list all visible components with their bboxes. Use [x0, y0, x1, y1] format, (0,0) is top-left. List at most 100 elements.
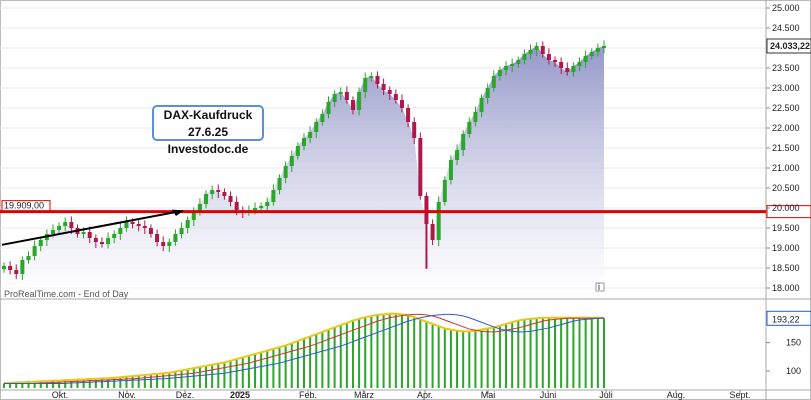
candle-up — [308, 132, 313, 138]
volume-slow-line — [4, 313, 604, 384]
candle-up — [173, 234, 178, 242]
candle-up — [516, 60, 521, 64]
y-tick-label: 21.500 — [772, 143, 800, 153]
candle-down — [406, 108, 411, 122]
candle-up — [510, 64, 515, 66]
candle-down — [99, 242, 104, 244]
candle-up — [124, 222, 129, 228]
candle-up — [277, 178, 282, 190]
support-label-box — [1, 200, 51, 212]
trend-arrow-head — [172, 209, 184, 216]
candle-up — [442, 180, 447, 202]
candle-up — [265, 202, 270, 206]
info-icon-glyph: i — [598, 282, 600, 292]
candle-down — [69, 222, 74, 228]
candle-down — [344, 92, 349, 100]
support-label: 19.909,00 — [4, 201, 44, 211]
candle-down — [559, 62, 564, 68]
month-label: Feb. — [299, 390, 317, 400]
candle-up — [2, 266, 6, 270]
candle-down — [418, 138, 423, 196]
candle-up — [534, 46, 539, 50]
candle-up — [253, 208, 258, 210]
candle-up — [583, 56, 588, 62]
volume-mid-line — [4, 313, 604, 384]
annotation-line-1: DAX-Kaufdruck 27.6.25 — [163, 108, 253, 139]
candle-up — [485, 88, 490, 98]
watermark-label: ProRealTime.com - End of Day — [4, 289, 129, 299]
price-area — [4, 46, 604, 292]
candle-down — [14, 270, 19, 274]
candle-down — [375, 76, 380, 84]
y-tick-label: 18.000 — [772, 283, 800, 293]
candle-up — [32, 246, 37, 256]
candle-down — [8, 266, 13, 270]
candle-up — [522, 54, 527, 60]
volume-fast-line — [4, 312, 604, 384]
y-tick-label: 23.500 — [772, 63, 800, 73]
month-axis: Okt. Nov. Dez. 2025 Feb. März Apr. Mai Juni Juli A… — [52, 390, 751, 400]
candle-up — [81, 232, 86, 234]
candle-down — [216, 190, 221, 192]
candle-down — [228, 196, 233, 202]
y-tick-label: 19.500 — [772, 223, 800, 233]
month-label: Mai — [481, 390, 496, 400]
candle-up — [191, 212, 196, 220]
month-label: Sept. — [729, 390, 750, 400]
candle-down — [93, 238, 98, 242]
candle-up — [577, 62, 582, 66]
last-price-label: 24.033,22 — [770, 41, 810, 51]
annotation-box: DAX-Kaufdruck 27.6.25 Investodoc.de — [152, 105, 264, 156]
candle-up — [112, 234, 117, 238]
volume-label-box — [766, 310, 811, 326]
month-label: Aug. — [667, 390, 686, 400]
candle-up — [289, 156, 294, 166]
month-label: Dez. — [176, 390, 195, 400]
candle-up — [106, 238, 111, 244]
candle-down — [399, 100, 404, 108]
month-label: Apr. — [417, 390, 433, 400]
candle-down — [381, 84, 386, 90]
candle-up — [436, 202, 441, 240]
candle-down — [222, 192, 227, 196]
candle-down — [430, 224, 435, 240]
candle-up — [295, 146, 300, 156]
candle-up — [473, 112, 478, 122]
y-tick-label: 21.000 — [772, 163, 800, 173]
y-tick-label: 19.000 — [772, 243, 800, 253]
candle-up — [271, 190, 276, 202]
candle-up — [20, 260, 25, 274]
candle-down — [142, 226, 147, 228]
candle-down — [546, 54, 551, 60]
candle-up — [283, 166, 288, 178]
candle-up — [197, 204, 202, 212]
y-tick-label: 20.000 — [772, 203, 800, 213]
candle-down — [136, 224, 141, 226]
candle-up — [571, 66, 576, 72]
candle-down — [87, 232, 92, 238]
candle-up — [479, 98, 484, 112]
month-label: März — [354, 390, 374, 400]
last-price-box — [766, 38, 811, 54]
candle-up — [179, 228, 184, 234]
y-tick-label: 23.000 — [772, 83, 800, 93]
price-area-fill — [4, 46, 604, 292]
candle-up — [461, 134, 466, 150]
trend-arrow-line — [1, 210, 179, 246]
candle-up — [369, 76, 374, 78]
candle-down — [393, 94, 398, 100]
month-label: Okt. — [52, 390, 69, 400]
candle-down — [565, 68, 570, 72]
support-axis-box — [766, 205, 811, 219]
candle-up — [497, 70, 502, 76]
candle-up — [528, 50, 533, 54]
annotation-line-2: Investodoc.de — [167, 142, 249, 156]
y-tick-label: 22.000 — [772, 123, 800, 133]
month-label: Juni — [540, 390, 557, 400]
candle-up — [363, 78, 368, 92]
candle-up — [320, 114, 325, 122]
volume-tick-label: 150 — [786, 338, 801, 348]
candle-up — [302, 138, 306, 146]
candle-down — [148, 228, 153, 234]
